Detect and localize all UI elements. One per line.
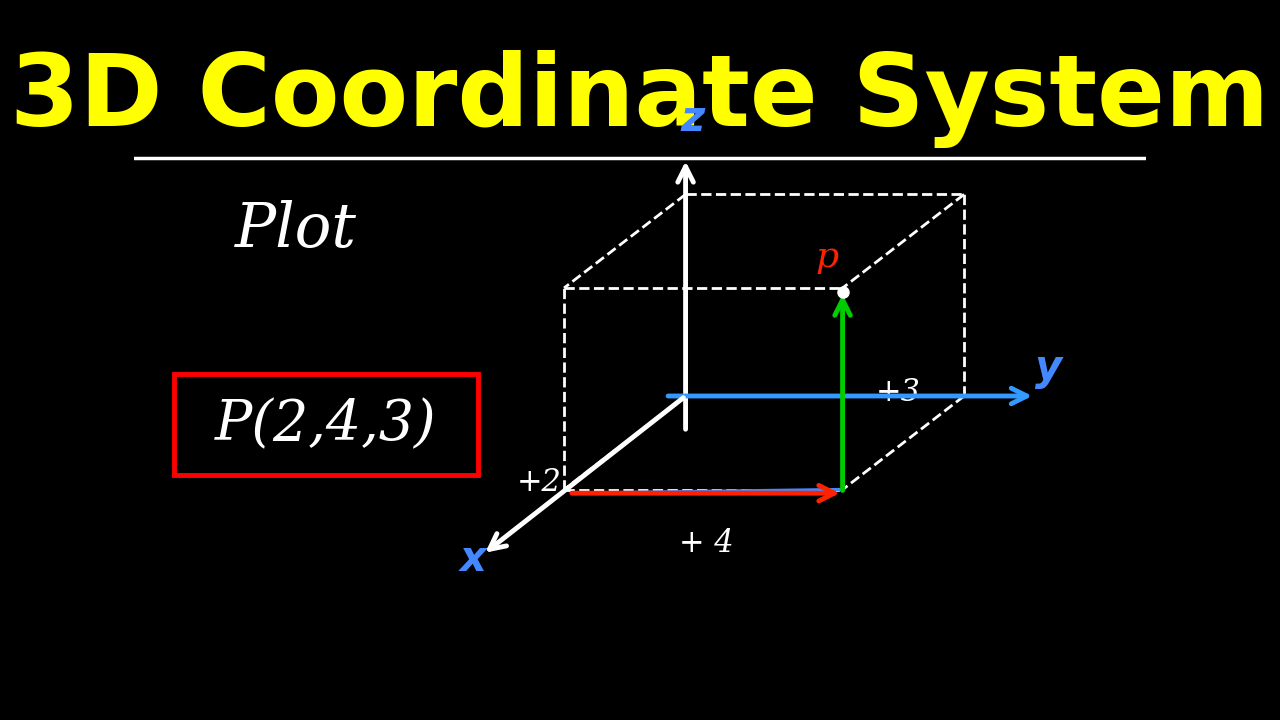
Text: y: y [1034, 347, 1061, 389]
Text: + 4: + 4 [678, 528, 733, 559]
Text: p: p [815, 240, 838, 274]
Text: z: z [681, 99, 705, 140]
Bar [174, 374, 477, 475]
Text: P(2,4,3): P(2,4,3) [215, 397, 436, 452]
Text: x: x [460, 538, 486, 580]
Text: +2: +2 [516, 467, 561, 498]
Text: Plot: Plot [234, 200, 357, 261]
Text: 3D Coordinate System: 3D Coordinate System [10, 50, 1270, 148]
Text: +3: +3 [876, 377, 920, 408]
